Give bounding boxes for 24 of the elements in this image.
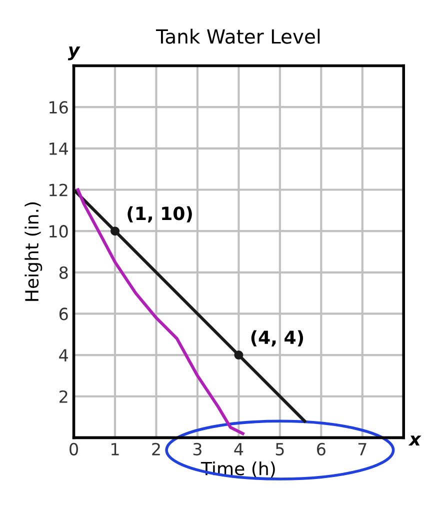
y-axis-title: Height (in.) — [24, 202, 42, 301]
text: y — [68, 46, 80, 60]
annotation: (4, 4) — [251, 330, 304, 346]
x-tick-label: 0 — [70, 442, 78, 456]
y-tick-label: 12 — [50, 184, 68, 196]
x-tick-label: 2 — [152, 442, 160, 456]
y-tick-label: 4 — [59, 349, 68, 362]
x-tick-label: 4 — [234, 443, 244, 456]
y-tick-label: 6 — [59, 308, 68, 320]
chart-title: Tank Water Level — [156, 28, 320, 44]
y-tick-label: 8 — [59, 266, 68, 279]
y-tick-label: 10 — [50, 225, 68, 238]
x-tick-label: 6 — [317, 442, 326, 456]
y-tick-label: 2 — [60, 390, 68, 403]
y-tick-label: 14 — [50, 142, 68, 155]
x-tick-label: 3 — [193, 442, 202, 456]
line-series — [76, 188, 244, 436]
x-tick-label: 7 — [358, 443, 366, 456]
x-tick-label: 1 — [112, 443, 119, 456]
line-series — [74, 188, 306, 423]
x-tick-label: 5 — [276, 443, 284, 456]
text: x — [408, 436, 422, 446]
y-tick-label: 16 — [50, 101, 68, 114]
annotation: (1, 10) — [128, 206, 192, 223]
